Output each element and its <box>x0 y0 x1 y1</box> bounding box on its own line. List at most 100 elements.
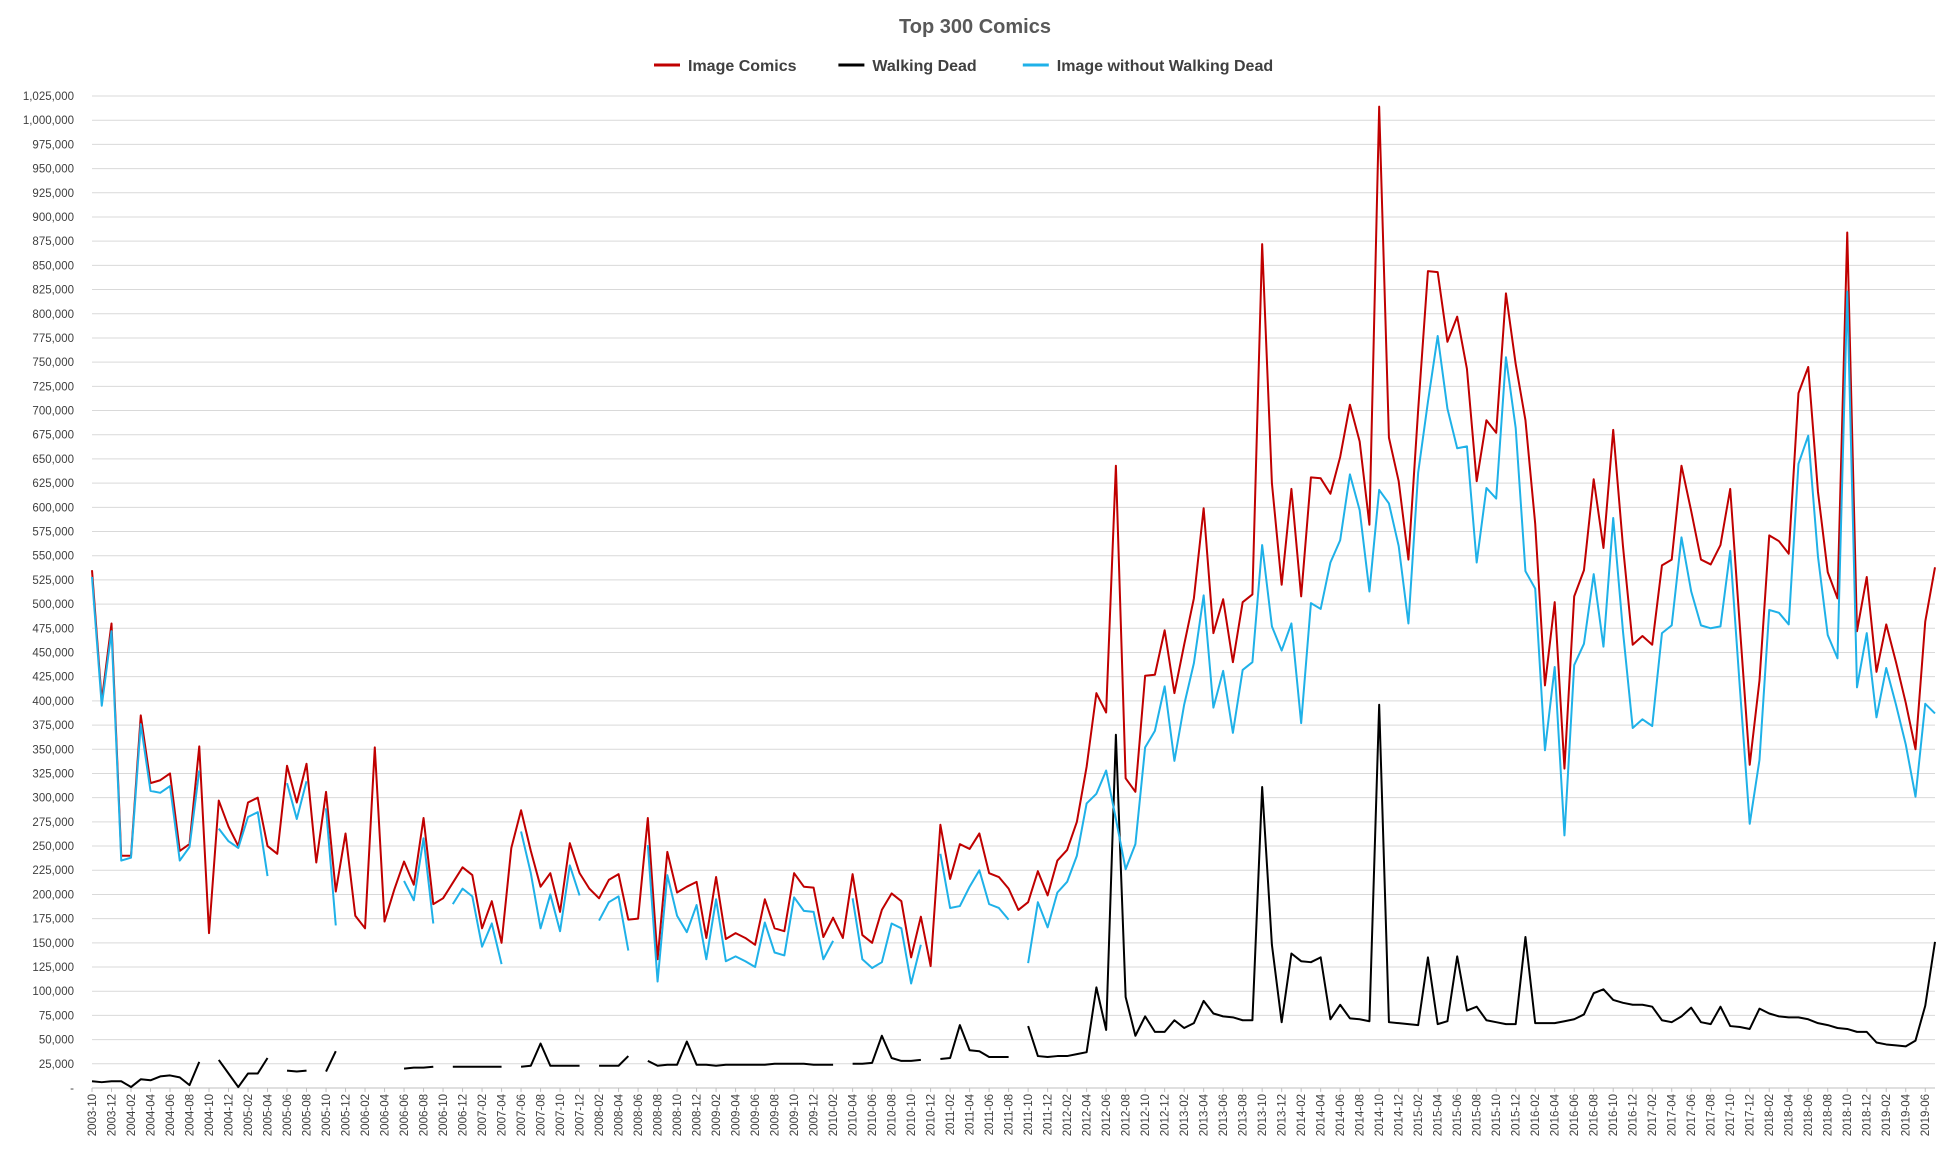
x-tick-label: 2009-10 <box>789 1094 801 1136</box>
x-tick-label: 2018-02 <box>1764 1094 1776 1136</box>
x-tick-label: 2016-04 <box>1550 1093 1562 1136</box>
x-tick-label: 2012-10 <box>1140 1094 1152 1136</box>
x-tick-label: 2011-10 <box>1023 1094 1035 1135</box>
y-tick-label: 75,000 <box>39 1010 74 1022</box>
y-tick-label: 425,000 <box>32 672 74 684</box>
y-tick-label: 400,000 <box>32 696 74 708</box>
x-tick-label: 2015-12 <box>1511 1094 1523 1136</box>
x-tick-label: 2008-12 <box>692 1094 704 1136</box>
y-tick-label: 325,000 <box>32 768 74 780</box>
series-line-3 <box>91 290 1936 985</box>
x-tick-label: 2017-12 <box>1745 1094 1757 1136</box>
y-tick-label: 825,000 <box>32 285 74 297</box>
x-tick-label: 2008-04 <box>614 1093 626 1136</box>
x-tick-label: 2012-08 <box>1121 1094 1133 1136</box>
y-tick-label: 225,000 <box>32 865 74 877</box>
x-tick-label: 2009-12 <box>809 1094 821 1136</box>
x-tick-label: 2007-10 <box>555 1094 567 1136</box>
x-tick-label: 2009-08 <box>770 1094 782 1136</box>
x-tick-label: 2014-04 <box>1316 1093 1328 1136</box>
x-tick-label: 2010-12 <box>926 1094 938 1136</box>
y-tick-label: 275,000 <box>32 817 74 829</box>
y-tick-label: 125,000 <box>32 962 74 974</box>
y-tick-label: 175,000 <box>32 914 74 926</box>
x-tick-label: 2012-06 <box>1101 1094 1113 1136</box>
y-tick-label: 350,000 <box>32 744 74 756</box>
x-tick-label: 2017-06 <box>1686 1094 1698 1136</box>
x-tick-label: 2018-08 <box>1823 1094 1835 1136</box>
x-tick-label: 2013-08 <box>1238 1094 1250 1136</box>
x-tick-label: 2013-06 <box>1218 1094 1230 1136</box>
legend-label-3: Image without Walking Dead <box>1057 58 1273 75</box>
y-tick-label: 525,000 <box>32 575 74 587</box>
y-tick-label: 900,000 <box>32 212 74 224</box>
x-tick-label: 2014-10 <box>1374 1094 1386 1136</box>
x-tick-label: 2014-06 <box>1335 1094 1347 1136</box>
y-tick-label: 950,000 <box>32 164 74 176</box>
y-tick-label: 800,000 <box>32 309 74 321</box>
x-tick-label: 2003-10 <box>87 1094 99 1136</box>
x-tick-label: 2010-06 <box>867 1094 879 1136</box>
x-tick-label: 2012-12 <box>1160 1094 1172 1136</box>
y-tick-label: 150,000 <box>32 938 74 950</box>
x-tick-label: 2003-12 <box>107 1094 119 1136</box>
x-tick-label: 2015-06 <box>1452 1094 1464 1136</box>
x-tick-label: 2017-08 <box>1706 1094 1718 1136</box>
x-tick-label: 2004-08 <box>185 1094 197 1136</box>
x-tick-label: 2018-04 <box>1784 1093 1796 1136</box>
x-tick-label: 2015-02 <box>1413 1094 1425 1136</box>
x-axis-tick-labels: 2003-10 2003-12 2004-02 2004-04 2004-06 2004-… <box>87 1088 1932 1136</box>
x-tick-label: 2011-02 <box>945 1094 957 1135</box>
x-tick-label: 2013-10 <box>1257 1094 1269 1136</box>
x-tick-label: 2012-02 <box>1062 1094 1074 1136</box>
x-tick-label: 2006-12 <box>458 1094 470 1136</box>
x-tick-label: 2015-08 <box>1472 1094 1484 1136</box>
legend-label-2: Walking Dead <box>872 58 976 75</box>
chart-title: Top 300 Comics <box>899 16 1051 38</box>
x-tick-label: 2018-12 <box>1862 1094 1874 1136</box>
legend-label-1: Image Comics <box>688 58 797 75</box>
x-tick-label: 2004-10 <box>204 1094 216 1136</box>
y-tick-label: 250,000 <box>32 841 74 853</box>
y-tick-label: 775,000 <box>32 333 74 345</box>
x-tick-label: 2009-02 <box>711 1094 723 1136</box>
x-tick-label: 2005-12 <box>341 1094 353 1136</box>
x-tick-label: 2018-10 <box>1842 1094 1854 1136</box>
x-tick-label: 2005-06 <box>282 1094 294 1136</box>
x-tick-label: 2006-08 <box>419 1094 431 1136</box>
x-tick-label: 2010-08 <box>887 1094 899 1136</box>
legend: Image Comics Walking Dead Image without Wa… <box>654 58 1273 75</box>
y-tick-label: 700,000 <box>32 406 74 418</box>
y-tick-label: 975,000 <box>32 139 74 151</box>
x-tick-label: 2007-06 <box>516 1094 528 1136</box>
x-tick-label: 2005-08 <box>302 1094 314 1136</box>
x-tick-label: 2017-10 <box>1725 1094 1737 1136</box>
x-tick-label: 2011-08 <box>1004 1094 1016 1135</box>
y-axis-tick-labels: - 25,000 50,000 75,000 100,000 125,000 150,000… <box>23 91 74 1095</box>
x-tick-label: 2010-04 <box>848 1093 860 1136</box>
series-line-1 <box>91 105 1936 968</box>
y-tick-label: - <box>70 1083 74 1095</box>
y-tick-label: 875,000 <box>32 236 74 248</box>
y-tick-label: 50,000 <box>39 1035 74 1047</box>
x-tick-label: 2007-04 <box>497 1093 509 1136</box>
y-tick-label: 600,000 <box>32 502 74 514</box>
x-tick-label: 2004-06 <box>165 1094 177 1136</box>
x-tick-label: 2014-02 <box>1296 1094 1308 1136</box>
x-tick-label: 2007-08 <box>536 1094 548 1136</box>
x-tick-label: 2011-12 <box>1043 1094 1055 1135</box>
y-tick-label: 575,000 <box>32 527 74 539</box>
x-tick-label: 2004-04 <box>146 1093 158 1136</box>
x-tick-label: 2016-02 <box>1530 1094 1542 1136</box>
y-tick-label: 100,000 <box>32 986 74 998</box>
y-tick-label: 625,000 <box>32 478 74 490</box>
y-tick-label: 500,000 <box>32 599 74 611</box>
y-tick-label: 725,000 <box>32 381 74 393</box>
x-tick-label: 2008-10 <box>672 1094 684 1136</box>
gridlines <box>92 95 1935 1089</box>
x-tick-label: 2016-08 <box>1589 1094 1601 1136</box>
y-tick-label: 750,000 <box>32 357 74 369</box>
x-tick-label: 2004-02 <box>126 1094 138 1136</box>
x-tick-label: 2004-12 <box>224 1094 236 1136</box>
